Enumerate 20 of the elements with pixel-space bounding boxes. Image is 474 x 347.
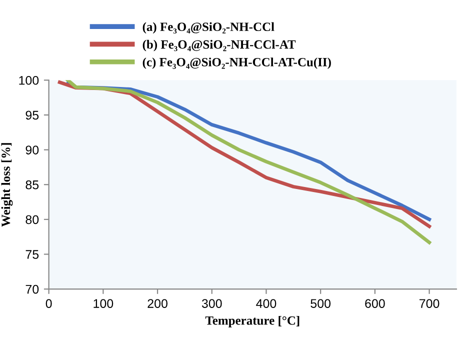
legend-label: (c) Fe₃O₄@SiO₂-NH-CCl-AT-Cu(II): [142, 58, 331, 69]
x-axis-title: Temperature [°C]: [205, 316, 300, 328]
y-tick-label: 90: [26, 146, 39, 154]
y-tick-label: 100: [19, 76, 39, 85]
y-tick-label: 80: [26, 215, 39, 224]
x-tick-label: 300: [202, 299, 222, 308]
y-tick-label: 70: [26, 284, 39, 294]
x-tick-label: 600: [365, 299, 385, 308]
x-tick-label: 100: [94, 299, 114, 308]
x-tick-label: 200: [148, 299, 168, 308]
y-tick-label: 85: [26, 180, 39, 190]
x-tick-label: 700: [420, 299, 440, 308]
x-tick-label: 0: [46, 299, 52, 308]
y-axis-title: Weight loss [%]: [1, 143, 13, 227]
legend-label: (b) Fe₃O₄@SiO₂-NH-CCl-AT: [142, 40, 296, 52]
x-tick-label: 400: [256, 299, 276, 308]
y-tick-label: 75: [26, 250, 39, 259]
y-tick-label: 95: [26, 110, 39, 120]
legend-label: (a) Fe₃O₄@SiO₂-NH-CCl: [142, 22, 274, 34]
x-tick-label: 500: [310, 299, 331, 308]
